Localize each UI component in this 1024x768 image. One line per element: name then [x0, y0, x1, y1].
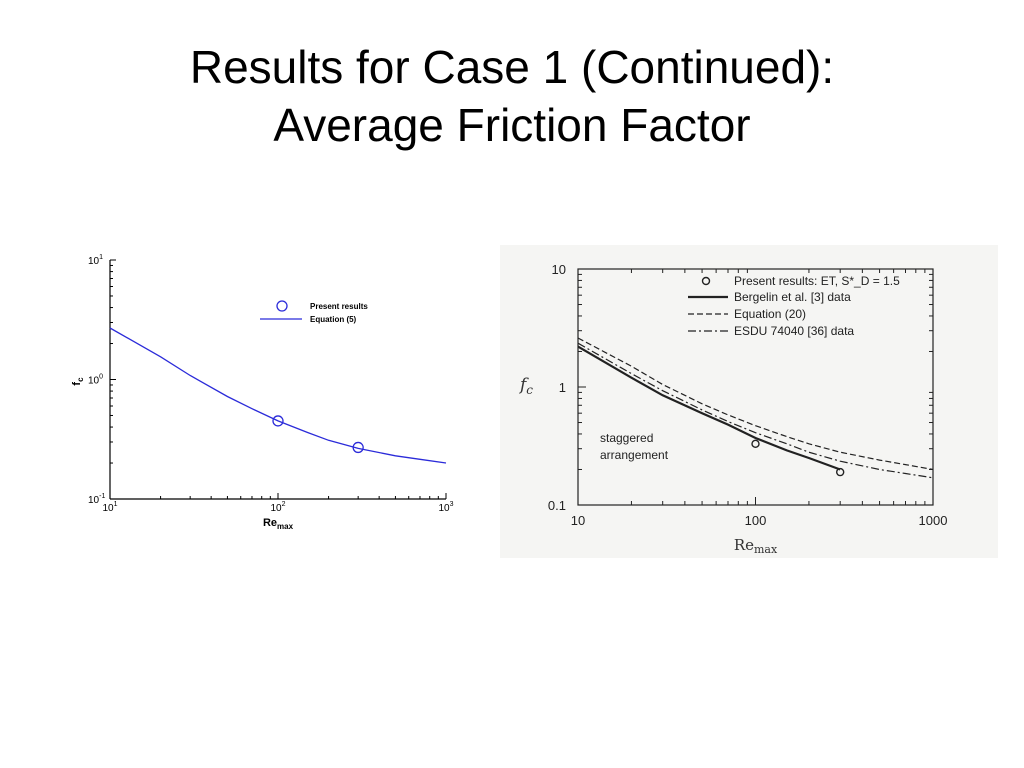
y-axis-label-main: f: [71, 382, 83, 386]
slide-title: Results for Case 1 (Continued): Average …: [0, 38, 1024, 154]
annotation-2: arrangement: [600, 448, 669, 462]
y-tick-label: 101: [88, 254, 103, 267]
y-tick-label-base: 10: [88, 256, 100, 267]
x-tick-label: 100: [745, 513, 767, 528]
slide-title-line-2: Average Friction Factor: [273, 99, 751, 151]
y-tick-label-base: 10: [88, 376, 100, 387]
y-tick-label-exponent: 0: [99, 374, 103, 381]
y-tick-label-exponent: 1: [99, 254, 103, 261]
legend-present-results-marker: [701, 276, 711, 286]
y-tick-label-exponent: -1: [99, 493, 105, 500]
y-tick-label: 10-1: [88, 493, 105, 506]
y-axis-label-subscript: c: [76, 377, 85, 382]
x-tick-label: 103: [438, 501, 453, 514]
present-results-point: [352, 441, 364, 454]
slide-title-line-1: Results for Case 1 (Continued):: [189, 41, 835, 93]
legend-bergelin-label: Bergelin et al. [3] data: [734, 290, 851, 304]
x-axis-label-main: Re: [734, 536, 754, 554]
x-axis-label: Remax: [734, 536, 778, 556]
legend-label-equation-5: Equation (5): [310, 315, 357, 324]
x-tick-label: 1000: [919, 513, 948, 528]
y-tick-label-base: 10: [88, 495, 100, 506]
right-chart: 10 100 1000 0.1 1 10 Remax fc staggered arrangeme…: [500, 245, 998, 558]
present-results-point: [272, 415, 284, 427]
legend-label-present-results: Present results: [310, 302, 368, 311]
equation-5-line: [109, 327, 447, 464]
scanned-figure-background: [500, 245, 998, 558]
x-tick-label: 10: [571, 513, 585, 528]
x-tick-label-base: 10: [102, 503, 114, 514]
x-tick-label-exponent: 1: [114, 501, 118, 508]
x-tick-label: 102: [270, 501, 285, 514]
legend-esdu-label: ESDU 74040 [36] data: [734, 324, 854, 338]
y-tick-label: 100: [88, 374, 103, 387]
y-axis-label: fc: [518, 375, 533, 397]
y-tick-label: 0.1: [548, 498, 566, 513]
present-results-point: [751, 439, 760, 449]
bergelin-data-line: [577, 345, 841, 471]
x-axis-label-subscript: max: [277, 522, 294, 531]
x-tick-label-base: 10: [270, 503, 282, 514]
x-axis-label-subscript: max: [754, 543, 778, 556]
x-axis-label: Remax: [263, 517, 294, 531]
present-results-point: [835, 467, 845, 477]
annotation-1: staggered: [600, 431, 653, 445]
x-axis-label-main: Re: [263, 517, 277, 529]
legend-equation-20-label: Equation (20): [734, 307, 806, 321]
esdu-74040-line: [577, 342, 934, 479]
y-axis-label-subscript: c: [526, 383, 533, 397]
y-tick-label: 1: [559, 380, 566, 395]
x-tick-label-exponent: 3: [450, 501, 454, 508]
x-tick-label-exponent: 2: [282, 501, 286, 508]
legend-present-results-label: Present results: ET, S*_D = 1.5: [734, 274, 900, 288]
x-tick-label: 101: [102, 501, 117, 514]
x-tick-label-base: 10: [438, 503, 450, 514]
y-tick-label: 10: [552, 262, 566, 277]
equation-20-line: [577, 337, 934, 471]
legend-marker-present-results: [276, 300, 288, 312]
y-axis-label: fc: [71, 377, 85, 386]
y-axis-label-main: f: [518, 375, 529, 395]
